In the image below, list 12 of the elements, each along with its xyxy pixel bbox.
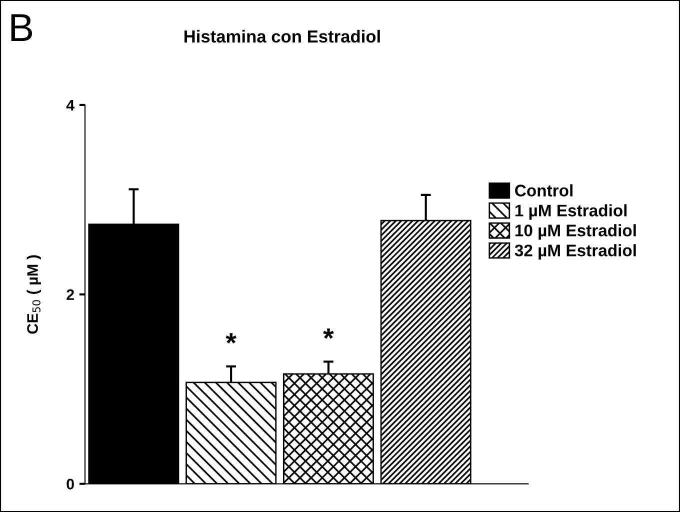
legend-label: Control [515,184,572,196]
chart-title: Histamina con Estradiol [184,30,380,43]
legend-label: 1 µM Estradiol [515,204,627,220]
legend-label: 10 µM Estradiol [515,224,636,240]
y-axis-title: CE$_{50}$ ( µM ) [26,255,41,334]
data-label: * [226,333,236,344]
y-tick-label: 0 [66,478,74,490]
y-tick-label: 4 [66,100,74,110]
text: B [11,14,32,41]
y-tick-label: 2 [66,289,74,300]
data-label: * [323,328,334,339]
legend-label: 32 µM Estradiol [514,244,636,260]
